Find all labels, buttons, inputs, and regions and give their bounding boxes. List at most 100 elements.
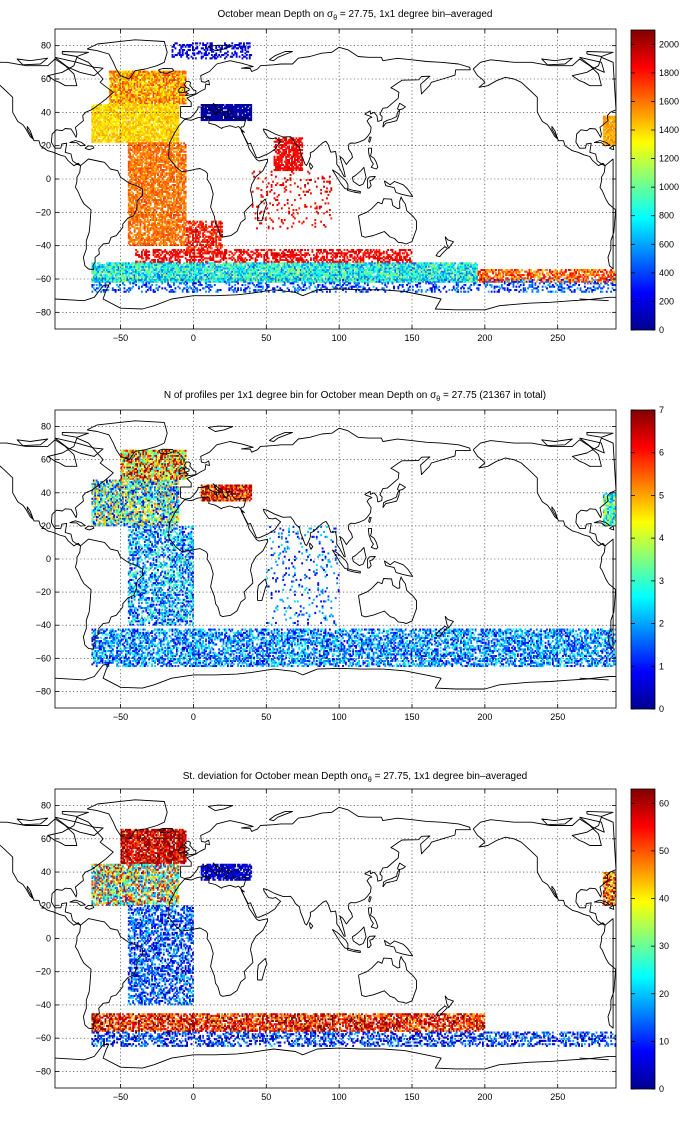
bin-cell [290,191,292,193]
bin-cell [309,172,311,174]
bin-cell [285,186,287,188]
bin-cell [221,222,223,224]
bin-cell [329,176,331,178]
bin-cell [314,222,316,224]
bin-cell [268,182,270,184]
bin-cell [310,206,312,208]
bin-cell [301,142,303,144]
bin-cell [316,186,318,188]
bin-cell [205,221,207,223]
bin-cell [271,184,273,186]
bin-cell [288,207,290,209]
bin-cell [293,209,295,211]
bin-cell [326,187,328,189]
bin-cell [272,227,274,229]
bin-cell [329,214,331,216]
bin-cell [323,212,325,214]
bin-cell [212,221,214,223]
bin-cell [282,222,284,224]
bin-cell [320,192,322,194]
bin-cell [314,219,316,221]
bin-cell [221,234,223,236]
bin-cell [287,227,289,229]
bin-cell [189,236,191,238]
bin-cell [199,236,201,238]
bin-cell [185,154,187,156]
bin-cell [260,189,262,191]
bin-cell [314,226,316,228]
bin-cell [291,204,293,206]
bin-cell [287,199,289,201]
bin-cell [284,204,286,206]
bin-cell [298,221,300,223]
bin-cell [276,182,278,184]
bin-cell [262,181,264,183]
bin-cell [263,202,265,204]
bin-cell [281,207,283,209]
bin-cell [301,137,303,139]
bin-cell [258,177,260,179]
bin-cell [301,149,303,151]
bin-cell [320,206,322,208]
bin-cell [306,179,308,181]
bin-cell [132,192,134,194]
bin-cell [329,209,331,211]
bin-cell [306,206,308,208]
bin-cell [284,177,286,179]
bin-cell [330,217,332,219]
bin-cell [306,217,308,219]
bin-cell [185,71,187,73]
bin-cell [298,207,300,209]
bin-cell [303,221,305,223]
bin-cell [285,189,287,191]
bin-cell [156,242,158,244]
bin-cell [323,186,325,188]
bin-cell [293,172,295,174]
bin-cell [256,227,258,229]
bin-cell [211,247,213,249]
bin-cell [268,226,270,228]
bin-cell [290,184,292,186]
bin-cell [177,106,179,108]
bin-cell [276,209,278,211]
bin-cell [185,76,187,78]
bin-cell [185,202,187,204]
bin-cell [271,189,273,191]
bin-cell [314,202,316,204]
bin-cell [179,214,181,216]
bin-cell [320,221,322,223]
bin-cell [293,222,295,224]
bin-cell [180,142,182,144]
bin-cell [310,179,312,181]
bin-cell [185,97,187,99]
bin-cell [253,176,255,178]
bin-cell [322,199,324,201]
bin-cell [275,176,277,178]
bin-cell [166,242,168,244]
bin-cell [304,194,306,196]
bin-cell [272,221,274,223]
bin-cell [297,186,299,188]
bin-cell [260,222,262,224]
bin-cell [265,217,267,219]
bin-cell [287,202,289,204]
bin-cell [279,226,281,228]
bin-cell [294,199,296,201]
bin-cell [297,212,299,214]
bin-cell [300,187,302,189]
bin-cell [311,224,313,226]
bin-cell [314,181,316,183]
bin-cell [326,191,328,193]
bin-cell [309,189,311,191]
bin-cell [185,164,187,166]
bin-cell [274,156,276,158]
bin-cell [278,194,280,196]
bin-cell [276,199,278,201]
bin-cell [262,196,264,198]
bin-cell [185,212,187,214]
bin-cell [320,189,322,191]
bin-cell [255,217,257,219]
bin-cell [300,179,302,181]
bin-cell [307,182,309,184]
